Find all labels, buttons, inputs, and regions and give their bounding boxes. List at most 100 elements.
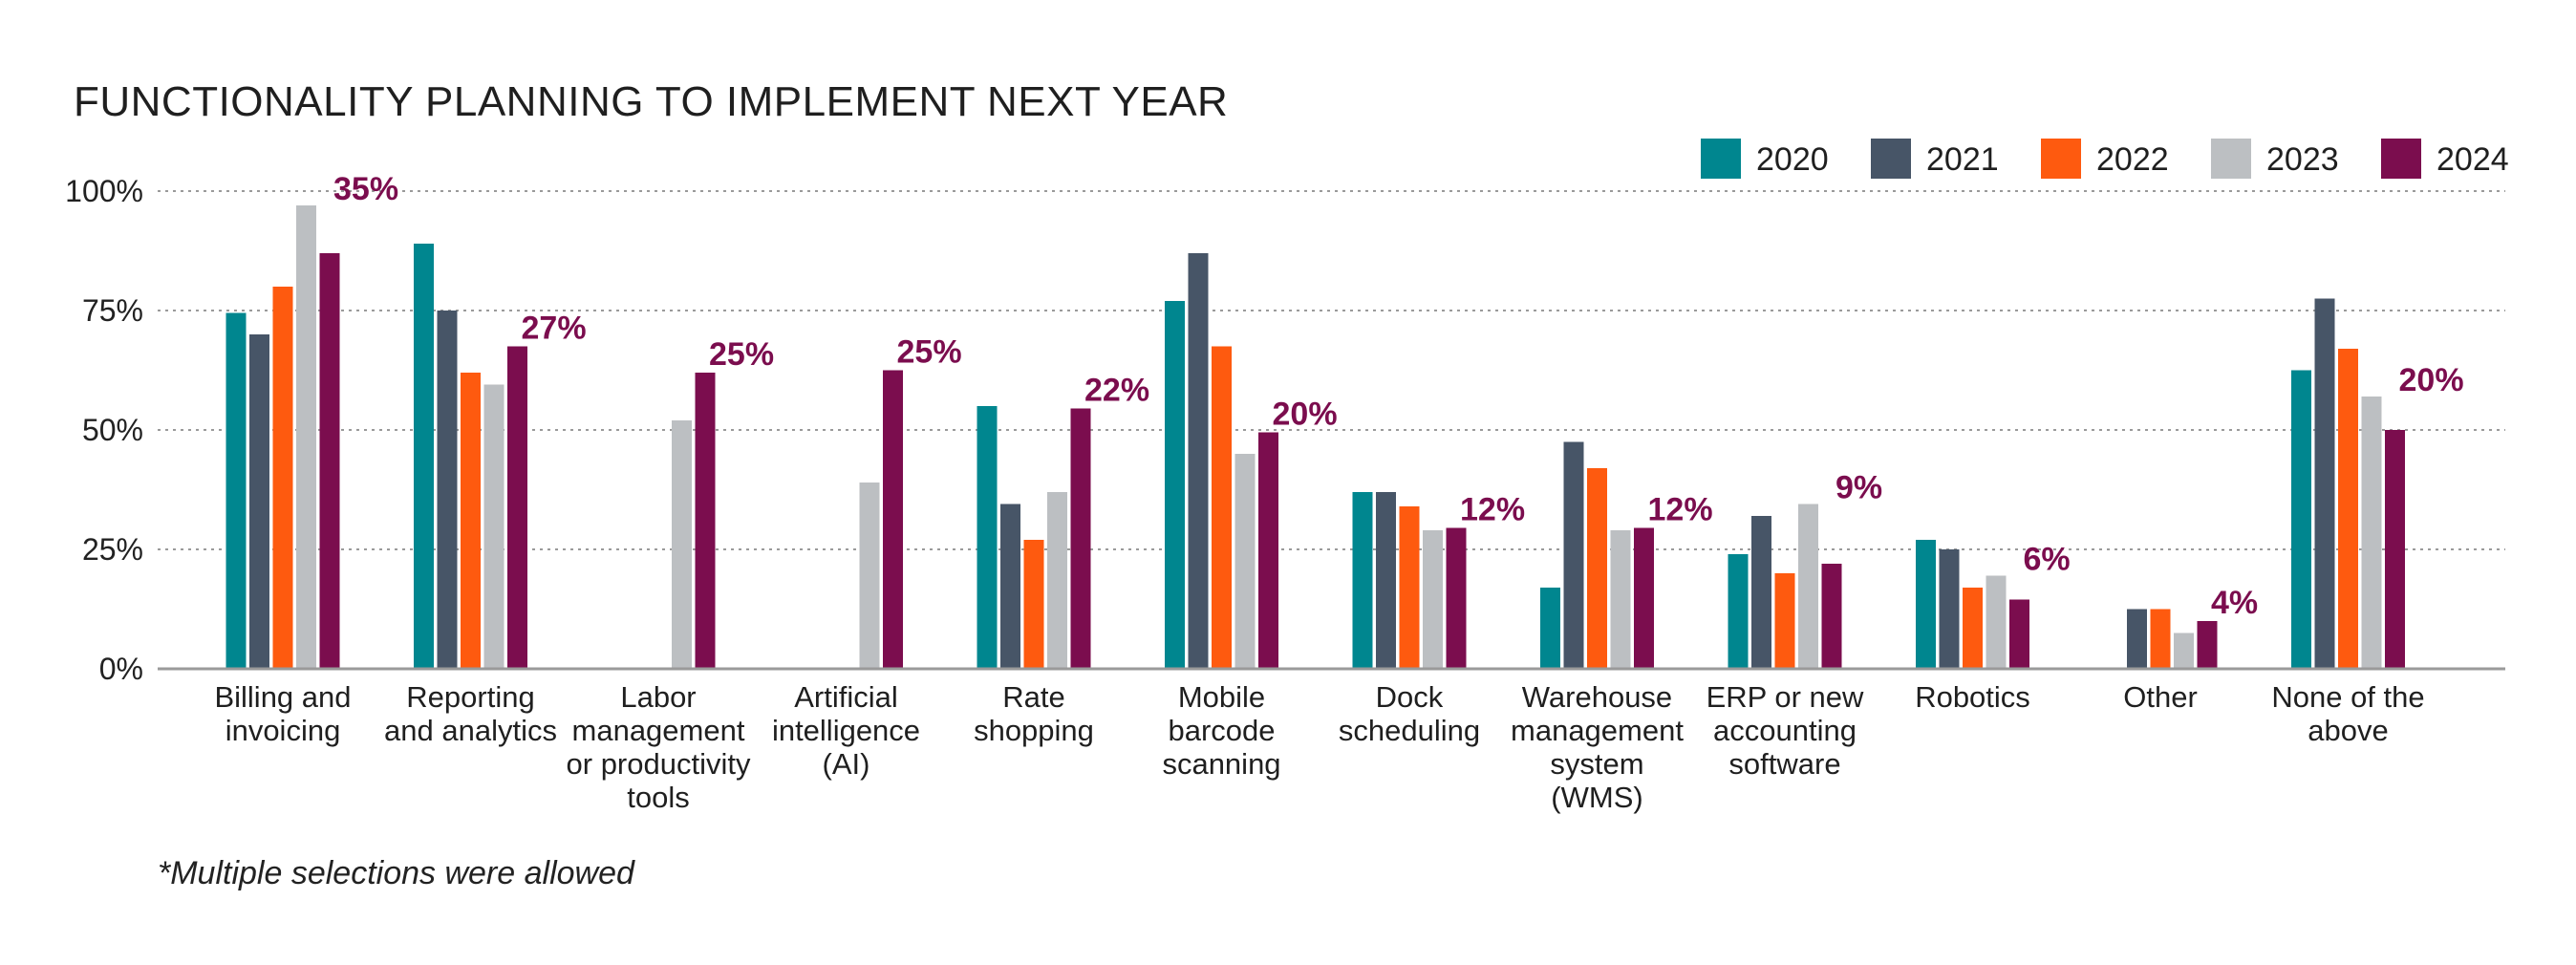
bar-2021: [1751, 516, 1771, 669]
legend-swatch-2021: [1871, 139, 1911, 179]
data-label: 12%: [1648, 492, 1713, 528]
bar-2023: [1047, 492, 1067, 669]
bar-2021: [1939, 549, 1960, 669]
bar-2020: [1728, 554, 1749, 669]
bar-2020: [1916, 540, 1936, 669]
legend-label-2024: 2024: [2436, 141, 2509, 178]
bar-2023: [1798, 504, 1818, 669]
bar-2024: [1070, 408, 1091, 669]
data-label: 4%: [2211, 585, 2258, 621]
category-label: None of the above: [2271, 680, 2424, 747]
data-labels: 35% 27% 25% 25% 22% 20% 12% 12% 9% 6% 4% 20%: [333, 171, 2464, 621]
legend: 2020 2021 2022 2023 2024: [1701, 139, 2509, 179]
bar-2024: [883, 370, 903, 669]
y-tick-label: 75%: [82, 293, 143, 328]
bar-2024: [2385, 430, 2405, 669]
bar-2023: [1986, 575, 2007, 669]
bar-2023: [296, 205, 316, 669]
bar-2023: [2174, 633, 2194, 669]
bar-2024: [319, 253, 340, 669]
category-label: Rate shopping: [974, 680, 1094, 747]
bar-2020: [2291, 370, 2311, 669]
category-label: Artificial intelligence (AI): [772, 680, 920, 781]
bar-2022: [1587, 468, 1607, 669]
bar-2023: [1423, 530, 1443, 669]
legend-swatch-2024: [2381, 139, 2421, 179]
bar-2024: [2197, 621, 2218, 669]
category-label: Reporting and analytics: [384, 680, 557, 747]
bar-2024: [1821, 564, 1842, 669]
bar-2023: [859, 482, 880, 669]
legend-label-2022: 2022: [2096, 141, 2169, 178]
bars: [225, 205, 2405, 669]
bar-2022: [272, 287, 293, 669]
data-label: 6%: [2024, 542, 2071, 578]
footnote: *Multiple selections were allowed: [158, 855, 634, 891]
data-label: 25%: [897, 334, 962, 371]
bar-2022: [2150, 609, 2171, 669]
bar-2021: [1563, 441, 1584, 669]
bar-2023: [1234, 454, 1256, 669]
y-axis-ticks: 0% 25% 50% 75% 100%: [65, 174, 143, 686]
data-label: 25%: [709, 336, 774, 373]
bar-2023: [2361, 397, 2382, 669]
bar-2021: [437, 311, 458, 669]
category-label: ERP or new accounting software: [1707, 680, 1864, 781]
bar-2024: [1634, 527, 1654, 669]
bar-2022: [1399, 506, 1420, 669]
data-label: 27%: [522, 311, 587, 347]
category-label: Robotics: [1915, 680, 2030, 714]
bar-2020: [414, 244, 434, 669]
bar-2020: [225, 312, 247, 669]
data-label: 9%: [1835, 470, 1882, 506]
category-labels: Billing and invoicing Reporting and analyti…: [214, 680, 2424, 814]
category-label: Dock scheduling: [1339, 680, 1480, 747]
legend-swatch-2020: [1701, 139, 1741, 179]
category-label: Warehouse management system (WMS): [1511, 680, 1684, 814]
y-tick-label: 50%: [82, 413, 143, 447]
bar-2021: [1000, 504, 1020, 669]
bar-2024: [507, 346, 527, 669]
category-label: Billing and invoicing: [214, 680, 351, 747]
bar-2024: [1258, 432, 1278, 669]
data-label: 12%: [1460, 492, 1525, 528]
bar-2023: [1610, 530, 1631, 669]
bar-2024: [695, 373, 716, 669]
category-label: Mobile barcode scanning: [1162, 680, 1280, 781]
bar-2022: [1774, 573, 1795, 669]
bar-2023: [483, 384, 504, 669]
gridlines: [158, 190, 2505, 550]
data-label: 20%: [2399, 362, 2464, 398]
category-label: Other: [2123, 680, 2198, 714]
bar-2022: [1023, 540, 1044, 669]
bar-2021: [2314, 298, 2335, 669]
bar-2021: [1188, 253, 1209, 669]
bar-2022: [1212, 346, 1232, 669]
bar-2021: [249, 334, 269, 669]
legend-label-2023: 2023: [2266, 141, 2339, 178]
bar-2024: [2009, 599, 2029, 669]
legend-swatch-2023: [2211, 139, 2251, 179]
y-tick-label: 0%: [99, 652, 143, 686]
bar-2023: [672, 420, 692, 669]
bar-2022: [461, 373, 481, 669]
y-tick-label: 25%: [82, 532, 143, 567]
legend-swatch-2022: [2041, 139, 2081, 179]
data-label: 20%: [1273, 397, 1338, 433]
chart-title: FUNCTIONALITY PLANNING TO IMPLEMENT NEXT…: [74, 78, 1229, 125]
bar-2020: [977, 406, 998, 669]
data-label: 22%: [1084, 373, 1149, 409]
data-label: 35%: [333, 171, 398, 207]
bar-2022: [2338, 349, 2358, 669]
y-tick-label: 100%: [65, 174, 143, 208]
bar-2021: [1376, 492, 1396, 669]
bar-2020: [1165, 301, 1185, 669]
legend-label-2021: 2021: [1926, 141, 1999, 178]
category-label: Labor management or productivity tools: [567, 680, 751, 814]
bar-2024: [1446, 527, 1467, 669]
bar-2020: [1540, 588, 1560, 669]
bar-2022: [1963, 588, 1983, 669]
legend-label-2020: 2020: [1756, 141, 1829, 178]
bar-2021: [2127, 609, 2147, 669]
